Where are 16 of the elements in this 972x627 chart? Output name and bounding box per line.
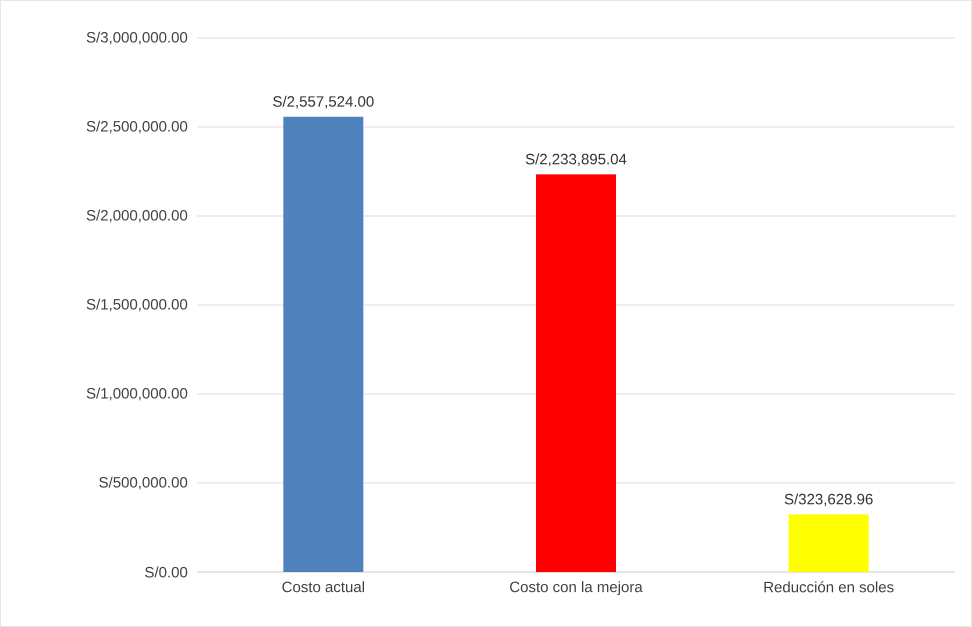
- y-tick-label: S/1,500,000.00: [86, 298, 188, 312]
- bar: [283, 116, 364, 572]
- x-tick-label: Reducción en soles: [764, 581, 894, 592]
- y-tick-label: S/0.00: [145, 566, 188, 578]
- x-tick-label: Costo actual: [282, 581, 364, 592]
- y-tick-label: S/2,000,000.00: [86, 210, 188, 222]
- data-label: S/2,557,524.00: [273, 96, 374, 109]
- data-label: S/2,233,895.04: [526, 153, 626, 166]
- y-tick-label: S/500,000.00: [99, 476, 188, 490]
- y-tick-label: S/1,000,000.00: [86, 388, 188, 400]
- bar: [536, 174, 616, 572]
- bar: [788, 514, 869, 572]
- y-tick-label: S/3,000,000.00: [86, 32, 188, 44]
- data-label: S/323,628.96: [784, 493, 873, 506]
- x-tick-label: Costo con la mejora: [510, 581, 643, 596]
- y-tick-label: S/2,500,000.00: [86, 120, 188, 134]
